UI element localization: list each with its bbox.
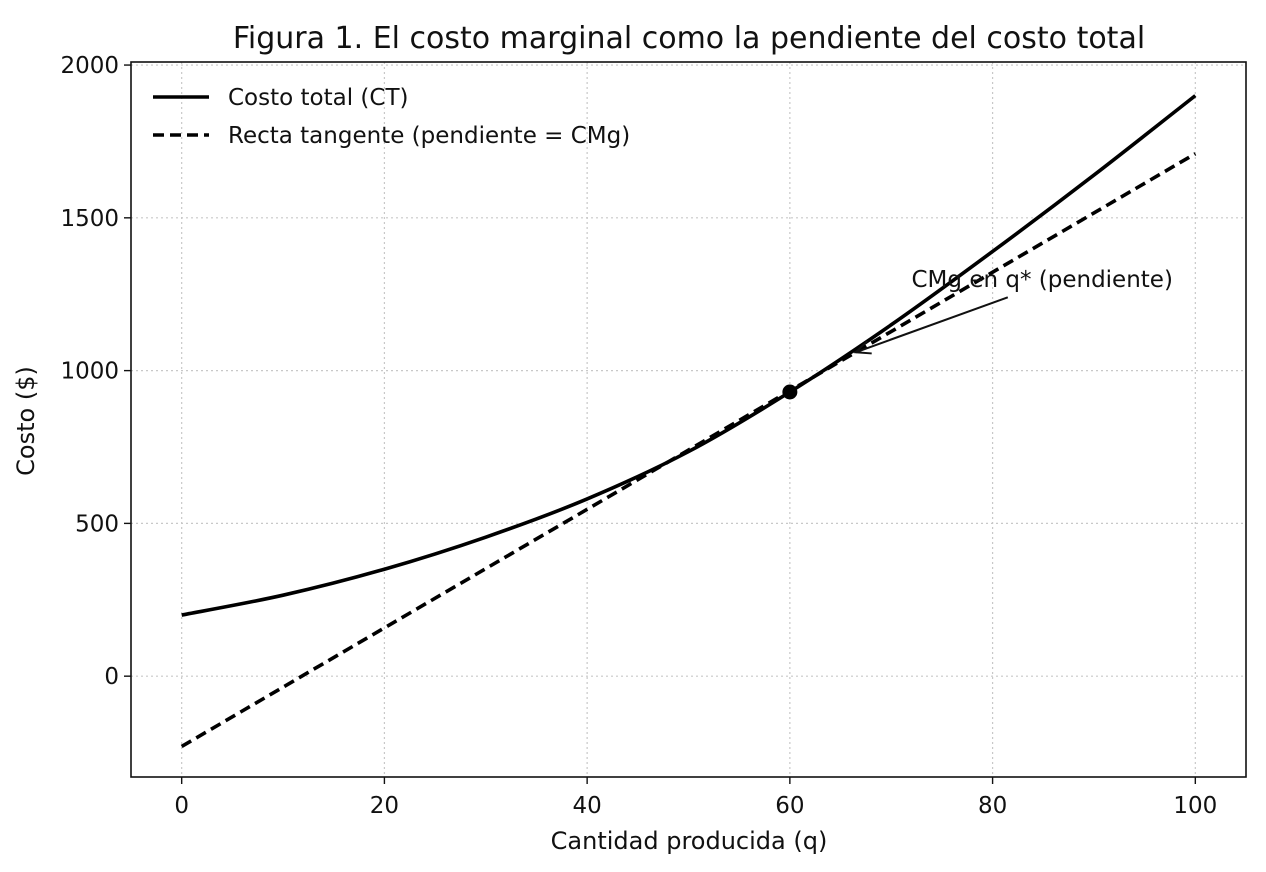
- tangent-point-marker: [782, 384, 798, 400]
- y-tick-label: 0: [104, 664, 119, 690]
- legend-label-1: Costo total (CT): [228, 85, 408, 111]
- annotation-arrow-head: [853, 340, 872, 355]
- series-line-2: [180, 152, 1197, 748]
- y-tick-label: 1500: [60, 206, 119, 232]
- annotation-layer: CMg en q* (pendiente): [853, 267, 1173, 355]
- x-tick-label: 100: [1173, 793, 1217, 819]
- x-tick-label: 60: [775, 793, 804, 819]
- plot-frame: [130, 61, 1247, 778]
- x-axis-label: Cantidad producida (q): [551, 827, 828, 855]
- y-tick-label: 1000: [60, 359, 119, 385]
- legend: Costo total (CT) Recta tangente (pendient…: [153, 85, 630, 149]
- x-tick-label: 80: [978, 793, 1007, 819]
- x-tick-label: 20: [370, 793, 399, 819]
- y-axis-label: Costo ($): [12, 366, 40, 476]
- y-tick-label: 500: [75, 511, 119, 537]
- grid: [131, 62, 1246, 777]
- y-tick-label: 2000: [60, 53, 119, 79]
- series-layer: [180, 94, 1197, 748]
- legend-label-2: Recta tangente (pendiente = CMg): [228, 123, 630, 149]
- x-tick-label: 0: [174, 793, 189, 819]
- x-tick-label: 40: [572, 793, 601, 819]
- chart-title: Figura 1. El costo marginal como la pend…: [233, 21, 1145, 56]
- annotation-text: CMg en q* (pendiente): [912, 267, 1173, 293]
- annotation-arrow-line: [855, 296, 1009, 354]
